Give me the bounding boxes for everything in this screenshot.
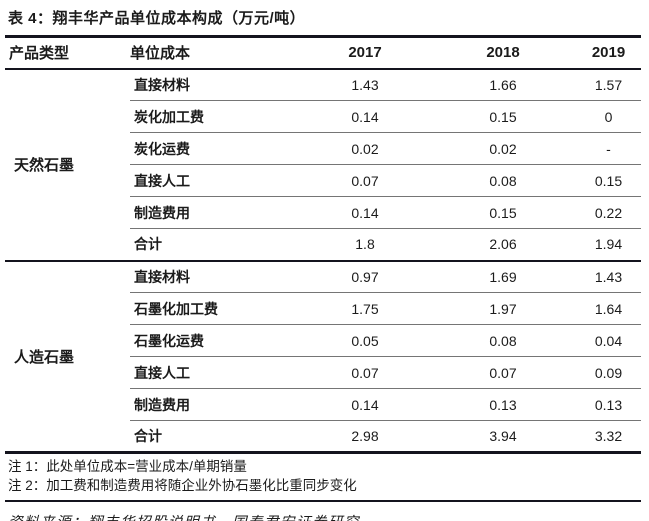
row-label: 制造费用 <box>130 196 300 229</box>
row-label: 合计 <box>130 228 300 261</box>
group-label: 天然石墨 <box>14 157 75 174</box>
row-label: 直接材料 <box>130 259 300 293</box>
header-product-type: 产品类型 <box>9 45 70 63</box>
cell-value: 0.14 <box>300 388 430 421</box>
cell-value: 0.13 <box>576 388 641 421</box>
header-unit-cost: 单位成本 <box>130 45 191 63</box>
row-label: 石墨化运费 <box>130 324 300 357</box>
row-label: 石墨化加工费 <box>130 292 300 325</box>
row-label: 合计 <box>130 420 300 453</box>
table-notes: 注 1：此处单位成本=营业成本/单期销量 注 2：加工费和制造费用将随企业外协石… <box>5 454 641 502</box>
cell-value: 0.97 <box>300 259 430 293</box>
cell-value: 3.94 <box>430 420 576 453</box>
group-natural-graphite: 天然石墨 直接材料 1.43 1.66 1.57 炭化加工费 0.14 0.15… <box>5 69 641 261</box>
cell-value: 1.64 <box>576 292 641 325</box>
cell-value: 0.08 <box>430 324 576 357</box>
cell-value: 0.09 <box>576 356 641 389</box>
cell-value: 2.98 <box>300 420 430 453</box>
table-row: 炭化加工费 0.14 0.15 0 <box>5 100 641 133</box>
table-header: 产品类型 单位成本 2017 2018 2019 <box>5 37 641 69</box>
cell-value: 1.66 <box>489 76 517 93</box>
cell-value: 3.32 <box>576 420 641 453</box>
table-row: 石墨化运费 0.05 0.08 0.04 <box>5 324 641 357</box>
row-label: 直接人工 <box>130 356 300 389</box>
table-row-total: 合计 2.98 3.94 3.32 <box>5 420 641 453</box>
cell-value: 0.15 <box>430 100 576 133</box>
cell-value: 0 <box>576 100 641 133</box>
table-row: 炭化运费 0.02 0.02 - <box>5 132 641 165</box>
table-row: 制造费用 0.14 0.15 0.22 <box>5 196 641 229</box>
cell-value: 0.07 <box>300 164 430 197</box>
table-row: 直接人工 0.07 0.07 0.09 <box>5 356 641 389</box>
note-2: 注 2：加工费和制造费用将随企业外协石墨化比重同步变化 <box>8 478 357 493</box>
cell-value: 1.69 <box>430 259 576 293</box>
cell-value: 0.15 <box>576 164 641 197</box>
row-label: 直接材料 <box>134 76 190 93</box>
header-row: 产品类型 单位成本 2017 2018 2019 <box>5 37 641 69</box>
cell-value: 0.08 <box>430 164 576 197</box>
row-label: 炭化加工费 <box>130 100 300 133</box>
table-row: 石墨化加工费 1.75 1.97 1.64 <box>5 292 641 325</box>
row-label: 直接人工 <box>130 164 300 197</box>
cell-value: 1.97 <box>430 292 576 325</box>
cell-value: 0.22 <box>576 196 641 229</box>
row-label: 炭化运费 <box>130 132 300 165</box>
cell-value: 2.06 <box>430 228 576 261</box>
row-label: 制造费用 <box>130 388 300 421</box>
cell-value: 0.07 <box>300 356 430 389</box>
cell-value: 1.94 <box>576 228 641 261</box>
cell-value: 0.02 <box>430 132 576 165</box>
note-1: 注 1：此处单位成本=营业成本/单期销量 <box>8 459 247 474</box>
cell-value: 0.15 <box>430 196 576 229</box>
table-row: 制造费用 0.14 0.13 0.13 <box>5 388 641 421</box>
cell-value: 0.14 <box>300 196 430 229</box>
table-row: 天然石墨 直接材料 1.43 1.66 1.57 <box>5 69 641 174</box>
cell-value: 0.13 <box>430 388 576 421</box>
cell-value: 0.05 <box>300 324 430 357</box>
unit-cost-table: 产品类型 单位成本 2017 2018 2019 天然石墨 直接材料 1.43 … <box>5 35 641 454</box>
table-row: 直接人工 0.07 0.08 0.15 <box>5 164 641 197</box>
source-line: 资料来源：翔丰华招股说明书，国泰君安证券研究 <box>5 502 642 521</box>
header-year-2017: 2017 <box>348 44 382 62</box>
cell-value: 0.02 <box>300 132 430 165</box>
cell-value: 0.04 <box>576 324 641 357</box>
cell-value: 0.07 <box>430 356 576 389</box>
group-label: 人造石墨 <box>5 259 130 453</box>
cell-value: 1.8 <box>300 228 430 261</box>
header-year-2019: 2019 <box>591 44 626 62</box>
table-row-total: 合计 1.8 2.06 1.94 <box>5 228 641 261</box>
table-row: 人造石墨 直接材料 0.97 1.69 1.43 <box>5 259 641 453</box>
cell-value: 1.57 <box>594 76 623 93</box>
cell-value: 0.14 <box>300 100 430 133</box>
cell-value: 1.75 <box>300 292 430 325</box>
page-title: 表 4：翔丰华产品单位成本构成（万元/吨） <box>8 10 306 27</box>
header-year-2018: 2018 <box>486 44 520 62</box>
cell-value: - <box>576 132 641 165</box>
group-artificial-graphite: 人造石墨 直接材料 0.97 1.69 1.43 石墨化加工费 1.75 1.9… <box>5 259 641 453</box>
cell-value: 1.43 <box>351 76 379 93</box>
cell-value: 1.43 <box>576 259 641 293</box>
